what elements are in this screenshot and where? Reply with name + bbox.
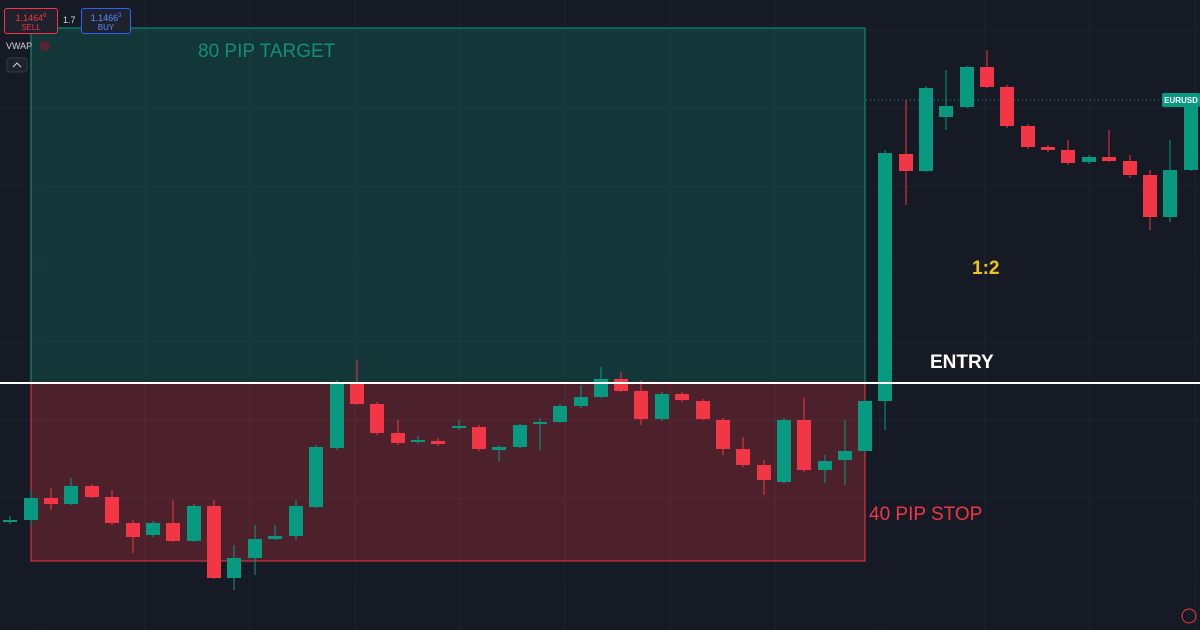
symbol-tag: EURUSD bbox=[1164, 96, 1198, 105]
candle-body bbox=[1021, 126, 1035, 147]
candle-body bbox=[492, 447, 506, 450]
target-zone bbox=[30, 27, 866, 384]
candle-body bbox=[838, 451, 852, 460]
candle-body bbox=[939, 106, 953, 117]
candle-body bbox=[553, 406, 567, 422]
candle-body bbox=[757, 465, 771, 480]
candle-body bbox=[268, 536, 282, 539]
candle-body bbox=[1000, 87, 1014, 126]
candle-body bbox=[655, 394, 669, 419]
candles bbox=[3, 50, 1198, 590]
candle-body bbox=[960, 67, 974, 107]
entry-label: ENTRY bbox=[930, 352, 994, 373]
candle-body bbox=[634, 391, 648, 419]
candle-body bbox=[736, 449, 750, 465]
candle-body bbox=[350, 382, 364, 404]
target-label: 80 PIP TARGET bbox=[198, 41, 336, 62]
candle-body bbox=[1123, 161, 1137, 175]
candle-body bbox=[878, 153, 892, 401]
indicator-label: VWAP bbox=[6, 41, 32, 51]
candle-body bbox=[1143, 175, 1157, 217]
candle-body bbox=[411, 440, 425, 442]
candle-body bbox=[452, 426, 466, 428]
alert-icon[interactable] bbox=[1181, 608, 1197, 624]
candle-body bbox=[594, 379, 608, 397]
buy-button[interactable]: 1.14663 BUY bbox=[81, 8, 131, 34]
candle-body bbox=[513, 425, 527, 447]
candle-body bbox=[3, 520, 17, 522]
candle-body bbox=[899, 154, 913, 171]
candle-body bbox=[696, 401, 710, 419]
candle-body bbox=[126, 523, 140, 537]
candle-body bbox=[391, 433, 405, 443]
sell-pip: 6 bbox=[43, 13, 47, 19]
candle-body bbox=[574, 397, 588, 406]
candle-body bbox=[1102, 157, 1116, 161]
candle-body bbox=[777, 420, 791, 482]
candle-body bbox=[919, 88, 933, 171]
candle-body bbox=[85, 486, 99, 497]
candle-body bbox=[1041, 147, 1055, 150]
candle-body bbox=[207, 506, 221, 578]
candle-body bbox=[1061, 150, 1075, 163]
candle-body bbox=[146, 523, 160, 535]
buy-pip: 3 bbox=[118, 13, 122, 19]
symbol-tag-bg bbox=[1162, 93, 1200, 107]
indicator-alert[interactable] bbox=[40, 41, 50, 51]
candle-body bbox=[1163, 170, 1177, 217]
ratio-label: 1:2 bbox=[972, 258, 999, 279]
collapse-button[interactable] bbox=[6, 57, 28, 73]
candle-body bbox=[44, 498, 58, 504]
candle-body bbox=[289, 506, 303, 536]
candle-body bbox=[309, 447, 323, 507]
candle-body bbox=[797, 420, 811, 470]
sell-price: 1.1464 bbox=[15, 13, 44, 23]
buy-label: BUY bbox=[97, 23, 115, 32]
candle-body bbox=[248, 539, 262, 558]
sell-button[interactable]: 1.14646 SELL bbox=[4, 8, 58, 34]
candle-body bbox=[675, 394, 689, 400]
candle-body bbox=[105, 497, 119, 523]
candle-body bbox=[187, 506, 201, 541]
sell-label: SELL bbox=[21, 23, 41, 32]
candle-body bbox=[166, 523, 180, 541]
collapse-icon bbox=[12, 62, 22, 68]
candle-body bbox=[227, 558, 241, 578]
spread: 1.7 bbox=[63, 15, 76, 25]
candle-body bbox=[370, 404, 384, 433]
candle-body bbox=[330, 382, 344, 448]
candle-body bbox=[472, 427, 486, 449]
stop-label: 40 PIP STOP bbox=[869, 504, 982, 525]
candle-body bbox=[1082, 157, 1096, 162]
buy-price: 1.1466 bbox=[90, 13, 119, 23]
candle-body bbox=[716, 420, 730, 449]
candle-body bbox=[1184, 105, 1198, 170]
candle-body bbox=[533, 422, 547, 424]
candle-body bbox=[431, 441, 445, 444]
candle-body bbox=[858, 401, 872, 451]
candle-body bbox=[818, 461, 832, 470]
candle-body bbox=[24, 498, 38, 520]
candle-body bbox=[980, 67, 994, 87]
candle-body bbox=[64, 486, 78, 504]
candle-body bbox=[614, 379, 628, 391]
